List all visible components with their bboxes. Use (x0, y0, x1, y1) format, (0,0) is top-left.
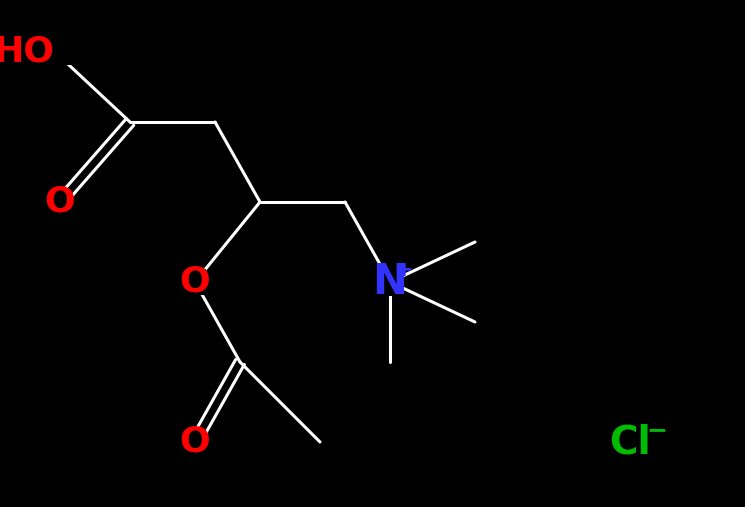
Text: O: O (180, 265, 210, 299)
Text: O: O (180, 425, 210, 459)
Text: O: O (45, 185, 75, 219)
Bar (376, 268, 404, 296)
Text: +: + (395, 260, 413, 280)
Bar (185, 429, 206, 455)
Text: −: − (647, 418, 668, 442)
Text: Cl: Cl (609, 423, 651, 461)
Text: N: N (372, 261, 408, 303)
Text: HO: HO (0, 35, 55, 69)
Bar (39, 39, 71, 65)
Bar (611, 428, 659, 456)
Bar (49, 189, 71, 215)
Bar (185, 269, 206, 295)
